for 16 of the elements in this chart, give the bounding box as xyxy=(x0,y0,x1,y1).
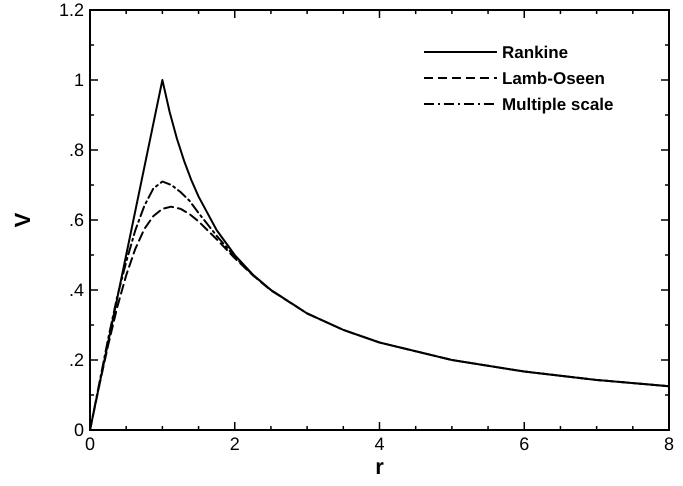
y-tick-label: 1.2 xyxy=(58,0,84,20)
y-tick-label: .2 xyxy=(68,350,84,370)
x-axis-title: r xyxy=(375,454,384,479)
legend-label: Multiple scale xyxy=(502,95,614,114)
y-tick-label: 1 xyxy=(74,70,84,90)
y-axis-title: V xyxy=(10,212,35,228)
y-tick-label: .8 xyxy=(68,140,84,160)
x-tick-label: 6 xyxy=(519,434,530,454)
x-tick-label: 2 xyxy=(230,434,240,454)
x-tick-label: 4 xyxy=(374,434,385,454)
legend-label: Rankine xyxy=(502,43,568,62)
y-tick-label: .6 xyxy=(68,210,84,230)
y-tick-label: 0 xyxy=(74,420,84,440)
legend-label: Lamb-Oseen xyxy=(502,69,605,88)
x-tick-label: 8 xyxy=(664,434,674,454)
y-tick-label: .4 xyxy=(68,280,84,300)
